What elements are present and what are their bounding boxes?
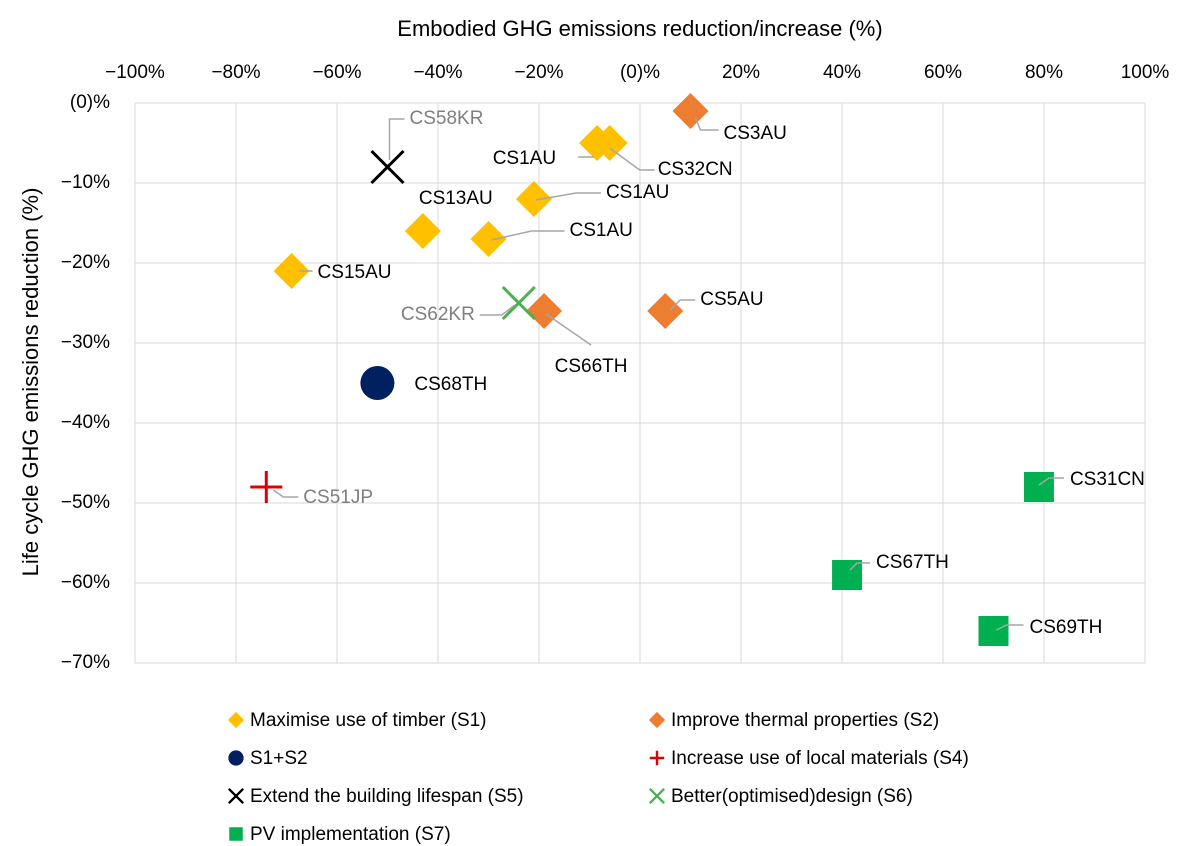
data-label: CS5AU	[700, 289, 763, 310]
marker	[470, 221, 507, 257]
x-tick-label: 40%	[823, 62, 861, 83]
leader-line	[669, 299, 696, 311]
legend-marker	[648, 787, 666, 805]
marker	[647, 293, 684, 329]
data-label: CS68TH	[414, 374, 487, 395]
marker	[501, 285, 536, 321]
leader-line	[545, 313, 592, 346]
marker	[591, 125, 628, 161]
x-tick-label: −20%	[514, 62, 563, 83]
x-tick-label: −100%	[105, 62, 165, 83]
legend-marker	[649, 750, 665, 766]
marker	[515, 181, 552, 217]
x-tick-label: −40%	[413, 62, 462, 83]
legend-label: S1+S2	[250, 748, 308, 769]
data-label: CS69TH	[1030, 617, 1103, 638]
legend-label: Increase use of local materials (S4)	[671, 748, 969, 769]
leader-line	[609, 147, 655, 171]
leader-line	[535, 192, 601, 201]
legend-label: Improve thermal properties (S2)	[671, 710, 939, 731]
y-tick-label: −50%	[61, 492, 110, 513]
x-axis-title: Embodied GHG emissions reduction/increas…	[397, 16, 882, 41]
data-label: CS31CN	[1070, 469, 1145, 490]
data-label: CS62KR	[401, 304, 475, 325]
legend-marker	[229, 827, 243, 841]
x-tick-label: (0)%	[620, 62, 660, 83]
y-tick-label: −60%	[61, 572, 110, 593]
data-label: CS13AU	[419, 188, 493, 209]
legend-label: Extend the building lifespan (S5)	[250, 786, 524, 807]
data-label: CS1AU	[493, 148, 556, 169]
y-tick-label: −70%	[61, 652, 110, 673]
data-label: CS1AU	[606, 182, 669, 203]
legend-label: Maximise use of timber (S1)	[250, 710, 487, 731]
data-label: CS15AU	[318, 262, 392, 283]
marker	[360, 366, 395, 400]
x-tick-label: 20%	[722, 62, 760, 83]
data-label: CS67TH	[876, 552, 949, 573]
data-label: CS58KR	[410, 108, 484, 129]
leader-line	[491, 230, 565, 241]
legend-marker	[227, 787, 245, 805]
leader-line	[272, 489, 299, 498]
y-tick-label: −20%	[61, 252, 110, 273]
leader-line	[388, 118, 405, 160]
legend-marker	[227, 711, 245, 729]
marker	[273, 253, 310, 289]
marker	[1023, 472, 1054, 502]
legend-marker	[648, 711, 666, 729]
data-label: CS51JP	[303, 487, 373, 508]
leader-line	[996, 624, 1024, 631]
leader-line	[479, 304, 516, 316]
marker	[404, 213, 441, 249]
legend-label: Better(optimised)design (S6)	[671, 786, 913, 807]
data-label: CS66TH	[555, 356, 628, 377]
legend-marker	[228, 750, 244, 766]
x-tick-label: −80%	[211, 62, 260, 83]
marker	[672, 93, 709, 129]
marker	[370, 149, 405, 185]
y-tick-label: −40%	[61, 412, 110, 433]
data-label: CS32CN	[658, 159, 733, 180]
marker	[978, 616, 1009, 646]
legend-label: PV implementation (S7)	[250, 824, 451, 845]
data-label: CS3AU	[724, 123, 787, 144]
marker	[832, 560, 863, 590]
marker	[526, 293, 563, 329]
x-tick-label: −60%	[312, 62, 361, 83]
x-tick-label: 100%	[1121, 62, 1170, 83]
leader-line	[849, 562, 871, 571]
y-tick-label: −30%	[61, 332, 110, 353]
leader-line	[694, 117, 719, 131]
y-axis-title: Life cycle GHG emissions reduction (%)	[18, 188, 43, 577]
y-tick-label: −10%	[61, 172, 110, 193]
data-label: CS1AU	[570, 220, 633, 241]
x-tick-label: 80%	[1025, 62, 1063, 83]
y-tick-label: (0)%	[70, 92, 110, 113]
marker	[250, 471, 283, 503]
leader-line	[1038, 477, 1064, 486]
x-tick-label: 60%	[924, 62, 962, 83]
